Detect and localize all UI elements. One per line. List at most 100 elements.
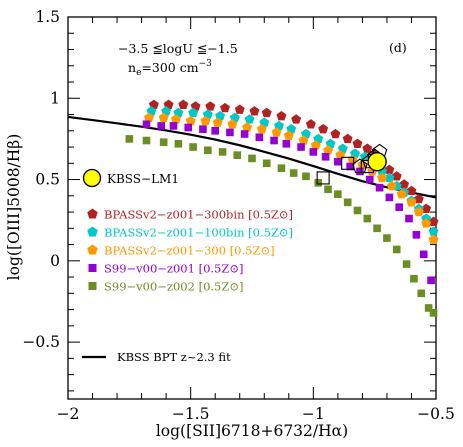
legend-marker-3	[88, 264, 97, 272]
series-3-point	[169, 122, 178, 130]
series-4-point	[262, 159, 271, 168]
y-tick-label: −0.5	[22, 333, 60, 351]
series-2-point	[323, 145, 333, 155]
series-4-point	[204, 146, 212, 155]
legend-label-2: BPASSv2−z001−300 [0.5Z⊙]	[104, 244, 275, 258]
series-4-point	[363, 214, 372, 223]
series-4-point	[343, 198, 352, 207]
series-3-point	[211, 126, 219, 135]
series-0-point	[234, 104, 245, 114]
series-3-point	[199, 125, 207, 133]
open-pentagon-marker	[352, 158, 368, 174]
series-0-point	[428, 216, 439, 227]
series-2-point	[271, 127, 282, 137]
series-4-point	[248, 154, 256, 163]
series-2-point	[283, 130, 294, 140]
series-0-point	[261, 107, 272, 118]
axis-ticks: −2 −1.5 −1 −0.5 −0.5 0 0.5 1 1.5	[22, 8, 454, 423]
series-4-point	[277, 164, 286, 172]
series-0-point	[384, 164, 395, 175]
series-2-point	[428, 234, 439, 244]
series-2-point	[406, 197, 417, 207]
series-2-point	[256, 123, 267, 134]
series-4-point	[324, 185, 332, 194]
series-3-point	[240, 130, 249, 138]
series-3-point	[142, 120, 151, 129]
legend-marker-2	[87, 244, 98, 255]
series-0-point	[352, 138, 363, 148]
series-0-point	[391, 171, 402, 181]
series-0-point	[342, 133, 353, 144]
series-0-point	[291, 114, 302, 124]
series-0-point	[406, 185, 417, 196]
series-0-point	[276, 110, 287, 121]
series-4-point	[424, 304, 433, 312]
legend-kbss-marker	[82, 168, 102, 188]
series-3-point	[184, 123, 193, 132]
kbss-point-group	[367, 152, 387, 172]
series-3-point	[157, 122, 166, 130]
series-2-point	[377, 172, 387, 183]
series-0-point	[220, 102, 230, 113]
series-4-point	[159, 138, 168, 146]
series-2-point	[242, 122, 253, 132]
series-3-point	[385, 193, 394, 202]
legend-label-3: S99−v00−z001 [0.5Z⊙]	[104, 262, 243, 276]
panel-label: (d)	[389, 40, 407, 55]
series-1-point	[384, 172, 395, 183]
series-0-point	[305, 119, 316, 129]
series-1-point	[244, 114, 255, 124]
series-3-point	[365, 175, 374, 184]
series-0-point	[413, 193, 424, 204]
series-0-point	[330, 128, 341, 139]
series-2-point	[421, 218, 432, 228]
series-4-point	[392, 245, 401, 254]
x-tick-label: −2	[57, 405, 80, 423]
series-3-point	[346, 162, 354, 171]
series-3-point	[427, 276, 435, 285]
series-4-point	[302, 172, 310, 181]
series-2-point	[396, 188, 407, 199]
series-3-point	[270, 136, 278, 145]
series-3-point	[297, 143, 305, 151]
open-square-marker	[316, 171, 330, 185]
series-4-point	[429, 309, 438, 317]
series-2-point	[144, 112, 154, 122]
series-4-point	[189, 143, 197, 151]
series-0-point	[249, 106, 260, 116]
density-annotation: ne=300 cm−3	[128, 59, 212, 78]
series-0-point	[205, 101, 216, 111]
series-1-point	[188, 107, 199, 118]
series-2-point	[171, 114, 181, 124]
series-4-point	[402, 260, 411, 268]
series-4-point	[218, 148, 227, 156]
series-4-point	[174, 139, 183, 148]
series-3-point	[255, 133, 264, 142]
series-3-point	[356, 167, 364, 176]
series-2-point	[310, 140, 321, 150]
series-3-point	[412, 231, 421, 239]
series-0-point	[178, 99, 189, 109]
series-3-point	[395, 203, 403, 211]
series-0-point	[362, 143, 373, 153]
series-4-point	[289, 169, 298, 177]
series-4-point	[314, 179, 323, 187]
kbss-point	[367, 152, 387, 172]
series-2-point	[227, 119, 238, 129]
series-3-point	[309, 148, 318, 156]
series-4-point	[125, 135, 134, 143]
y-tick-label: 0.5	[35, 171, 60, 189]
series-0-point	[421, 203, 432, 214]
legend-label-1: BPASSv2−z001−100bin [0.5Z⊙]	[104, 226, 293, 240]
series-2-point	[212, 117, 223, 127]
y-tick-label: 0	[50, 252, 60, 270]
series-4-point	[410, 274, 418, 283]
series-2-point	[298, 135, 309, 145]
x-tick-label: −1	[302, 405, 325, 423]
series-2-point	[413, 206, 424, 217]
x-tick-label: −1.5	[172, 405, 210, 423]
series-3-point	[282, 139, 291, 148]
series-3-point	[375, 183, 384, 192]
series-4-point	[353, 206, 362, 215]
